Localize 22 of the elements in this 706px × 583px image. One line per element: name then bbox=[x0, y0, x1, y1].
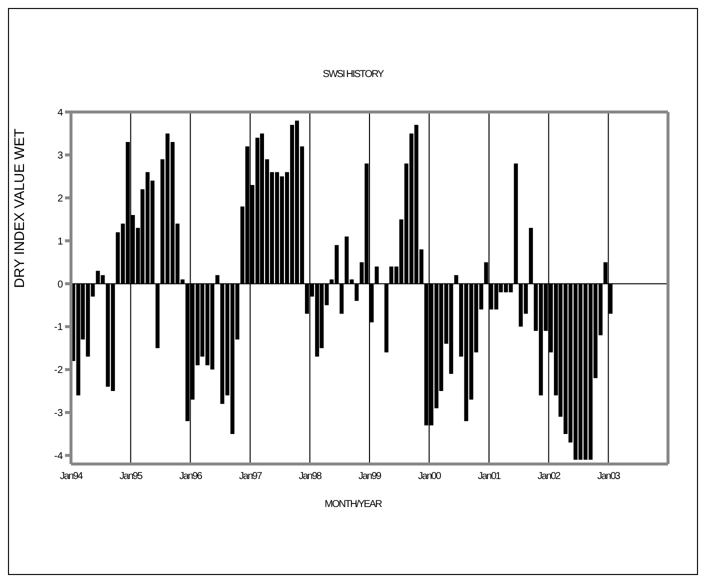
y-tick-label: 4 bbox=[57, 108, 64, 119]
y-tick-label: -4 bbox=[54, 450, 64, 462]
x-tick-label: Jan95 bbox=[120, 471, 144, 482]
x-tick-label: Jan03 bbox=[597, 471, 621, 482]
x-tick-label: Jan96 bbox=[179, 471, 203, 482]
x-tick-label: Jan99 bbox=[358, 471, 382, 482]
y-tick-label: 1 bbox=[57, 236, 64, 248]
y-axis-title: DRY INDEX VALUE WET bbox=[10, 128, 27, 288]
chart-title: SWSI HISTORY bbox=[322, 69, 385, 80]
x-tick-label: Jan97 bbox=[239, 471, 263, 482]
x-tick-label: Jan01 bbox=[478, 471, 502, 482]
y-tick-label: 3 bbox=[57, 150, 64, 162]
y-tick-label: -2 bbox=[54, 365, 64, 376]
y-tick-label: 2 bbox=[57, 193, 64, 204]
x-tick-label: Jan94 bbox=[60, 471, 84, 482]
x-tick-label: Jan00 bbox=[418, 471, 442, 482]
x-axis-title: MONTH/YEAR bbox=[324, 499, 383, 510]
y-tick-label: -1 bbox=[54, 322, 64, 334]
x-tick-label: Jan98 bbox=[298, 471, 322, 482]
y-tick-label: -3 bbox=[54, 408, 64, 420]
x-tick-label: Jan02 bbox=[538, 471, 562, 482]
y-tick-label: 0 bbox=[57, 279, 64, 290]
